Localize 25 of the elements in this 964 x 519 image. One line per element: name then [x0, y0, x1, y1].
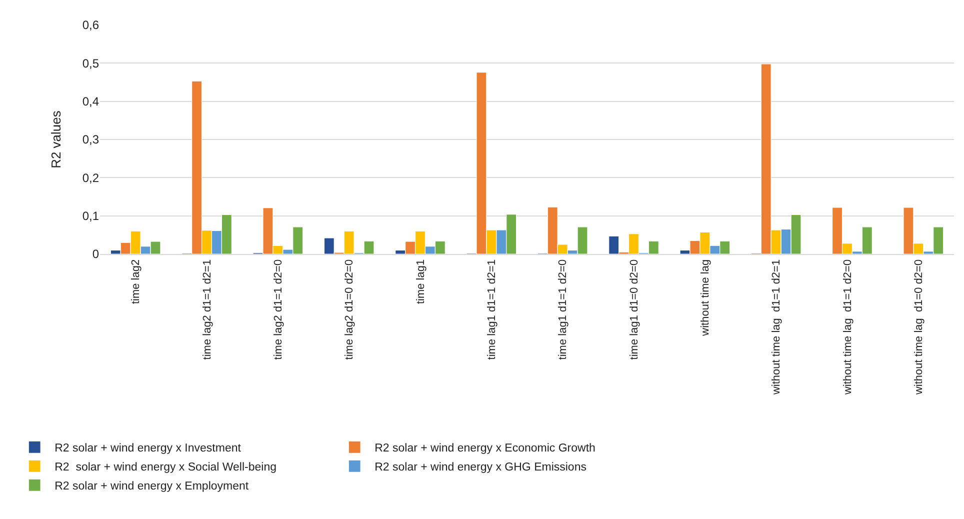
x-tick-label: time lag1 d1=1 d2=0: [557, 259, 570, 360]
x-tick-label: without time lag: [699, 259, 712, 337]
y-tick-label: 0,1: [82, 209, 100, 224]
legend-label: R2 solar + wind energy x Social Well-being: [54, 462, 277, 474]
legend-label: R2 solar + wind energy x GHG Emissions: [374, 462, 587, 474]
x-tick-label: time lag2 d1=1 d2=1: [201, 259, 214, 360]
y-tick-label: 0: [92, 247, 100, 262]
x-tick-label: time lag1 d1=0 d2=0: [628, 259, 640, 360]
legend-label: R2 solar + wind energy x Employment: [54, 480, 250, 493]
x-tick-label: time lag1: [414, 259, 427, 304]
legend-label: R2 solar + wind energy x Investment: [54, 442, 242, 455]
y-axis-title: R2 values: [48, 110, 64, 168]
x-tick-label: time lag1 d1=1 d2=1: [486, 259, 498, 360]
x-tick-label: time lag2 d1=1 d2=0: [272, 259, 284, 360]
legend-label: R2 solar + wind energy x Economic Growth: [374, 442, 596, 455]
x-tick-label: without time lag d1=0 d2=0: [912, 259, 925, 396]
x-tick-label: time lag2 d1=0 d2=0: [344, 259, 356, 360]
y-tick-label: 0,5: [82, 56, 100, 70]
x-tick-label: without time lag d1=1 d2=1: [770, 259, 783, 396]
x-tick-label: time lag2: [130, 259, 142, 304]
y-tick-label: 0,6: [82, 18, 100, 32]
y-tick-label: 0,3: [82, 132, 100, 147]
y-tick-label: 0,4: [82, 94, 100, 109]
x-tick-label: without time lag d1=1 d2=0: [842, 259, 854, 396]
y-tick-label: 0,2: [82, 170, 100, 185]
